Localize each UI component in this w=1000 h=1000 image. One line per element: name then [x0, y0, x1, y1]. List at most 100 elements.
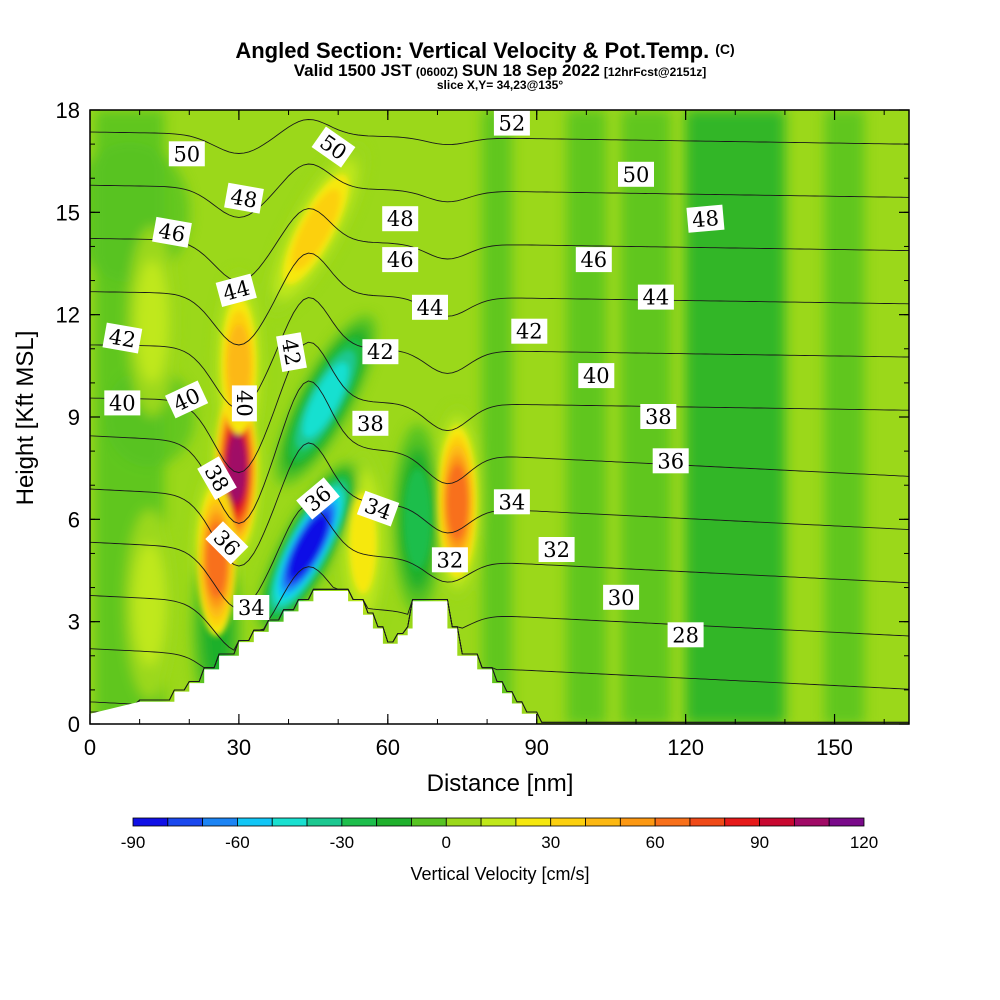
contour-label-text: 34	[238, 596, 265, 620]
colorbar-swatch	[793, 817, 830, 827]
contour-label: 30	[603, 584, 640, 610]
colorbar-swatch	[759, 817, 795, 827]
contour-label: 38	[352, 410, 389, 436]
contour-label: 48	[224, 182, 264, 214]
x-tick-label: 120	[667, 735, 704, 760]
contour-label-box	[493, 110, 530, 136]
x-axis-label: Distance [nm]	[427, 770, 574, 797]
contour-label: 40	[578, 363, 615, 389]
contour-label-text: 40	[232, 390, 256, 417]
contour-label-text: 46	[157, 219, 187, 247]
title-main: Angled Section: Vertical Velocity & Pot.…	[235, 38, 709, 63]
contour-label-box	[538, 537, 575, 562]
contour-label: 48	[686, 204, 725, 233]
theta-contour-line	[90, 504, 909, 610]
colorbar-tick-label: 90	[750, 833, 769, 852]
terrain	[90, 591, 537, 724]
colorbar-swatch	[515, 817, 552, 827]
contour-label-box	[575, 247, 612, 273]
colorbar-swatch	[619, 817, 656, 827]
contour-label-box	[231, 385, 257, 422]
theta-contours	[90, 119, 909, 723]
title-suffix: (C)	[715, 41, 734, 57]
colorbar-swatch	[689, 817, 726, 827]
x-tick-label: 30	[227, 735, 251, 760]
contour-label-box	[431, 547, 468, 573]
field-band	[566, 110, 607, 724]
valid-utc: (0600Z)	[416, 65, 458, 79]
contour-label-box	[652, 448, 689, 474]
theta-contour-line	[90, 163, 909, 218]
colorbar-swatch	[167, 817, 204, 827]
contour-label-box	[578, 363, 615, 389]
colorbar-swatch	[550, 817, 586, 827]
colorbar-tick-label: -90	[121, 833, 146, 852]
contour-label-text: 44	[417, 296, 444, 320]
colorbar-swatch	[411, 817, 447, 827]
contour-label-box	[197, 456, 237, 500]
contour-label-text: 40	[583, 364, 610, 388]
contour-label-box	[352, 410, 389, 436]
terrain-mask	[90, 591, 537, 724]
x-axis: 0 30 60 90 120 150	[84, 110, 885, 760]
contour-label-box	[168, 141, 205, 167]
contour-label-box	[493, 489, 530, 515]
colorbar-tick-label: 120	[850, 833, 878, 852]
contour-label-text: 42	[277, 337, 305, 367]
contour-label-box	[603, 584, 640, 610]
contour-label-text: 38	[357, 412, 384, 436]
contour-label-box	[637, 284, 674, 310]
contour-label: 34	[233, 595, 270, 620]
y-tick-label: 6	[68, 507, 80, 532]
y-tick-label: 15	[56, 200, 80, 225]
contour-label-text: 42	[107, 324, 137, 352]
updraft-cell	[226, 433, 247, 503]
contour-label-box	[164, 380, 209, 419]
field-band	[482, 110, 512, 724]
contour-label: 34	[493, 489, 530, 515]
valid-date: SUN 18 Sep 2022	[462, 61, 600, 80]
chart-title: Angled Section: Vertical Velocity & Pot.…	[235, 38, 734, 63]
contour-label: 52	[493, 110, 530, 136]
colorbar-swatch	[237, 817, 273, 827]
contour-label-text: 44	[643, 286, 670, 310]
contour-label: 44	[215, 273, 257, 308]
contour-label: 32	[538, 537, 575, 562]
colorbar-tick-label: 60	[646, 833, 665, 852]
contour-label-text: 42	[367, 340, 394, 364]
chart-subtitle-slice: slice X,Y= 34,23@135°	[437, 78, 563, 92]
x-tick-label: 150	[816, 735, 853, 760]
colorbar-tick-label: -60	[225, 833, 250, 852]
contour-label-text: 30	[608, 586, 635, 610]
contour-label: 42	[276, 332, 307, 373]
contour-label-box	[224, 182, 264, 214]
valid-prefix: Valid 1500 JST	[294, 61, 413, 80]
colorbar-swatch	[828, 817, 865, 827]
y-tick-label: 0	[68, 712, 80, 737]
contour-label-box	[382, 247, 419, 273]
updraft-cell	[291, 189, 341, 270]
velocity-field	[90, 110, 865, 724]
contour-label-text: 28	[672, 623, 699, 647]
contour-label: 40	[104, 390, 141, 416]
plot-area	[90, 110, 909, 724]
theta-contour-line	[90, 341, 909, 474]
colorbar-swatch	[306, 817, 343, 827]
contour-label-box	[618, 161, 654, 187]
contour-label-text: 38	[645, 405, 672, 429]
contour-label-text: 48	[229, 185, 259, 213]
contour-label-text: 40	[109, 391, 136, 415]
contour-label: 44	[637, 284, 674, 310]
theta-contour-line	[90, 119, 909, 154]
contour-label-text: 50	[173, 142, 200, 166]
contour-label: 40	[231, 385, 257, 422]
contour-label: 50	[168, 141, 205, 167]
theta-contour-line	[90, 252, 909, 346]
contour-label-box	[296, 477, 340, 520]
contour-label-text: 46	[387, 248, 414, 272]
contour-label-box	[276, 332, 307, 373]
theta-contour-line	[90, 588, 909, 690]
contour-label-box	[362, 339, 399, 365]
colorbar-swatch	[376, 817, 412, 827]
